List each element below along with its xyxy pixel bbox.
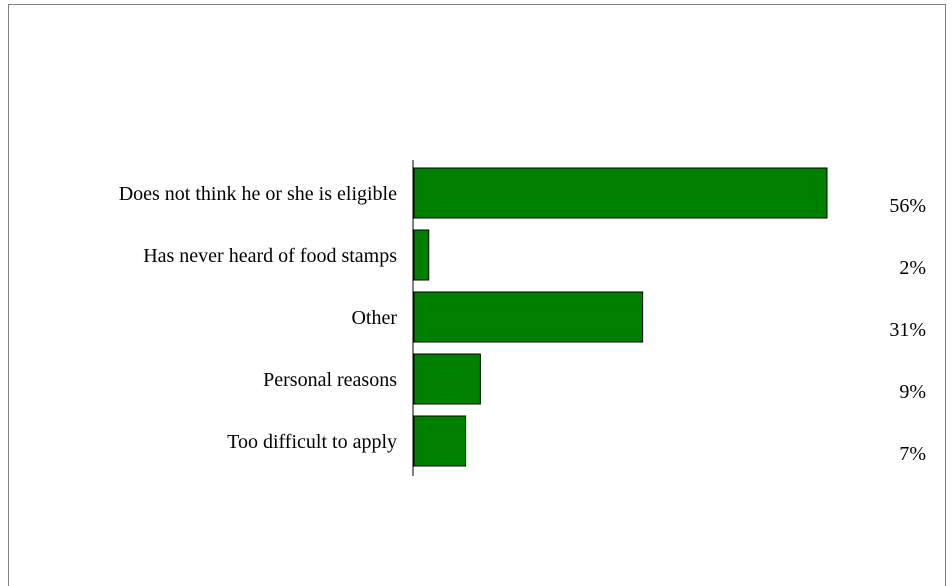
category-label-1: Has never heard of food stamps xyxy=(143,245,397,267)
bar-4 xyxy=(413,415,467,467)
value-label-0: 56% xyxy=(889,195,926,217)
bar-2 xyxy=(413,291,644,343)
bars-group xyxy=(413,167,828,467)
bar-0 xyxy=(413,167,828,219)
value-label-1: 2% xyxy=(899,257,926,279)
category-label-4: Too difficult to apply xyxy=(227,431,397,453)
value-label-3: 9% xyxy=(899,381,926,403)
bar-3 xyxy=(413,353,481,405)
category-labels: Does not think he or she is eligible Has … xyxy=(119,183,398,453)
category-label-3: Personal reasons xyxy=(263,369,397,391)
value-labels: 56% 2% 31% 9% 7% xyxy=(889,195,926,465)
value-label-4: 7% xyxy=(899,443,926,465)
category-label-2: Other xyxy=(351,307,397,329)
bar-1 xyxy=(413,229,430,281)
category-label-0: Does not think he or she is eligible xyxy=(119,183,397,205)
value-label-2: 31% xyxy=(889,319,926,341)
